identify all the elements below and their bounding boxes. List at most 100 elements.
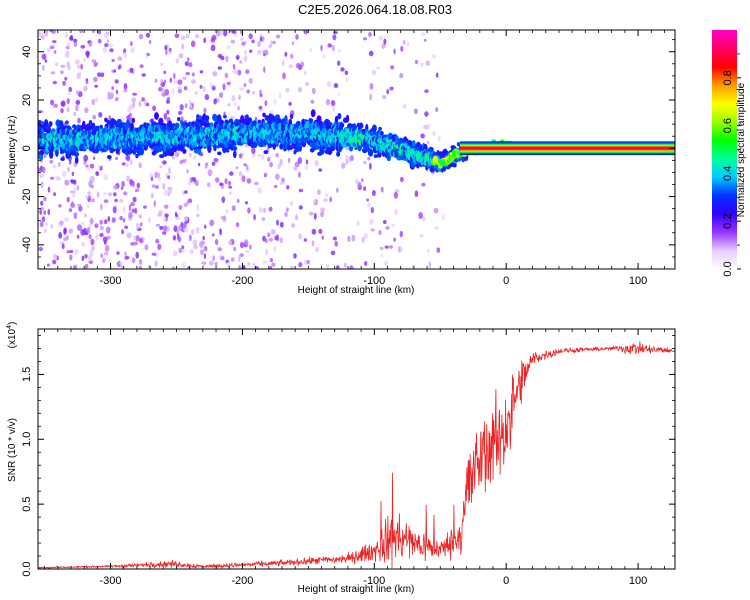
heatmap-cell (66, 250, 71, 254)
heatmap-cell (261, 153, 265, 161)
heatmap-cell (105, 226, 111, 234)
heatmap-cell (50, 71, 56, 75)
heatmap-cell (358, 123, 364, 129)
heatmap-cell (103, 240, 107, 245)
heatmap-cell (428, 261, 431, 269)
heatmap-cell (320, 207, 326, 213)
heatmap-cell (166, 99, 170, 104)
heatmap-cell (259, 89, 262, 94)
heatmap-cell (55, 176, 61, 181)
heatmap-cell (111, 58, 115, 63)
heatmap-cell (174, 33, 180, 39)
heatmap-cell (42, 166, 46, 174)
heatmap-cell (305, 159, 309, 165)
heatmap-cell (212, 71, 218, 77)
heatmap-cell (212, 255, 216, 262)
heatmap-cell (298, 188, 304, 193)
heatmap-cell (46, 263, 51, 267)
heatmap-cell (381, 44, 387, 48)
spectrogram-y-axis-title: Frequency (Hz) (7, 116, 18, 185)
heatmap-cell (239, 253, 245, 258)
heatmap-cell (297, 157, 303, 164)
heatmap-cell (126, 232, 132, 239)
heatmap-cell (89, 163, 95, 169)
heatmap-cell (295, 214, 299, 221)
heatmap-cell (172, 250, 178, 257)
heatmap-cell (169, 77, 172, 83)
heatmap-cell (116, 251, 120, 255)
heatmap-cell (207, 169, 213, 177)
heatmap-cell (121, 229, 125, 235)
heatmap-cell (371, 124, 377, 133)
heatmap-cell (70, 190, 75, 194)
heatmap-cell (363, 232, 368, 240)
heatmap-cell (298, 205, 303, 210)
heatmap-cell (320, 44, 323, 52)
heatmap-cell (135, 153, 139, 159)
heatmap-cell (115, 156, 118, 161)
heatmap-cell (145, 32, 150, 38)
heatmap-cell (238, 255, 241, 263)
heatmap-cell (233, 246, 237, 252)
heatmap-cell (48, 121, 53, 127)
heatmap-cell (51, 30, 56, 34)
heatmap-cell (165, 49, 168, 56)
spectrogram-x-tick-label: -300 (100, 275, 122, 287)
heatmap-cell (158, 86, 163, 92)
heatmap-cell (159, 225, 164, 230)
heatmap-cell (67, 91, 71, 96)
heatmap-cell (243, 83, 247, 88)
heatmap-cell (329, 196, 333, 203)
spectrogram-y-tick-label: 20 (21, 94, 33, 106)
heatmap-cell (111, 217, 116, 223)
heatmap-cell (91, 30, 96, 34)
heatmap-cell (383, 220, 387, 224)
heatmap-cell (171, 88, 175, 95)
heatmap-cell (163, 216, 167, 222)
colorbar-tick-label: 0.6 (722, 118, 734, 133)
heatmap-cell (279, 237, 284, 244)
heatmap-cell (349, 265, 354, 269)
heatmap-cell (130, 122, 134, 130)
heatmap-cell (138, 162, 142, 169)
heatmap-cell (128, 204, 132, 212)
heatmap-cell (223, 114, 227, 119)
heatmap-cell (118, 64, 122, 69)
heatmap-cell (183, 86, 188, 91)
snr-x-tick-label: 100 (629, 575, 647, 587)
heatmap-cell (106, 155, 112, 159)
heatmap-cell (43, 196, 47, 202)
heatmap-cell (173, 225, 178, 232)
heatmap-cell (131, 117, 136, 123)
heatmap-cell (318, 228, 323, 234)
heatmap-cell (68, 208, 73, 213)
heatmap-cell (138, 265, 142, 269)
heatmap-cell (104, 244, 110, 252)
heatmap-cell (129, 67, 134, 74)
heatmap-cell (197, 162, 201, 167)
heatmap-cell (393, 48, 396, 55)
heatmap-cell (327, 43, 333, 48)
heatmap-cell (225, 208, 229, 214)
heatmap-cell (228, 240, 233, 246)
heatmap-cell (67, 42, 71, 48)
heatmap-cell (216, 97, 220, 104)
heatmap-cell (323, 198, 328, 202)
figure-title: C2E5.2026.064.18.08.R03 (298, 2, 452, 17)
heatmap-cell (189, 100, 192, 106)
heatmap-cell (188, 182, 191, 186)
heatmap-cell (107, 216, 111, 222)
heatmap-cell (116, 118, 122, 123)
heatmap-cell (238, 153, 243, 159)
heatmap-cell (77, 117, 81, 124)
heatmap-cell (345, 77, 349, 82)
heatmap-cell (77, 91, 83, 98)
heatmap-cell (413, 108, 418, 115)
heatmap-cell (203, 37, 207, 44)
heatmap-cell (295, 34, 299, 40)
heatmap-cell (311, 240, 315, 247)
heatmap-cell (70, 202, 76, 209)
heatmap-cell (185, 71, 190, 76)
heatmap-cell (173, 80, 178, 84)
heatmap-cell (313, 212, 317, 220)
